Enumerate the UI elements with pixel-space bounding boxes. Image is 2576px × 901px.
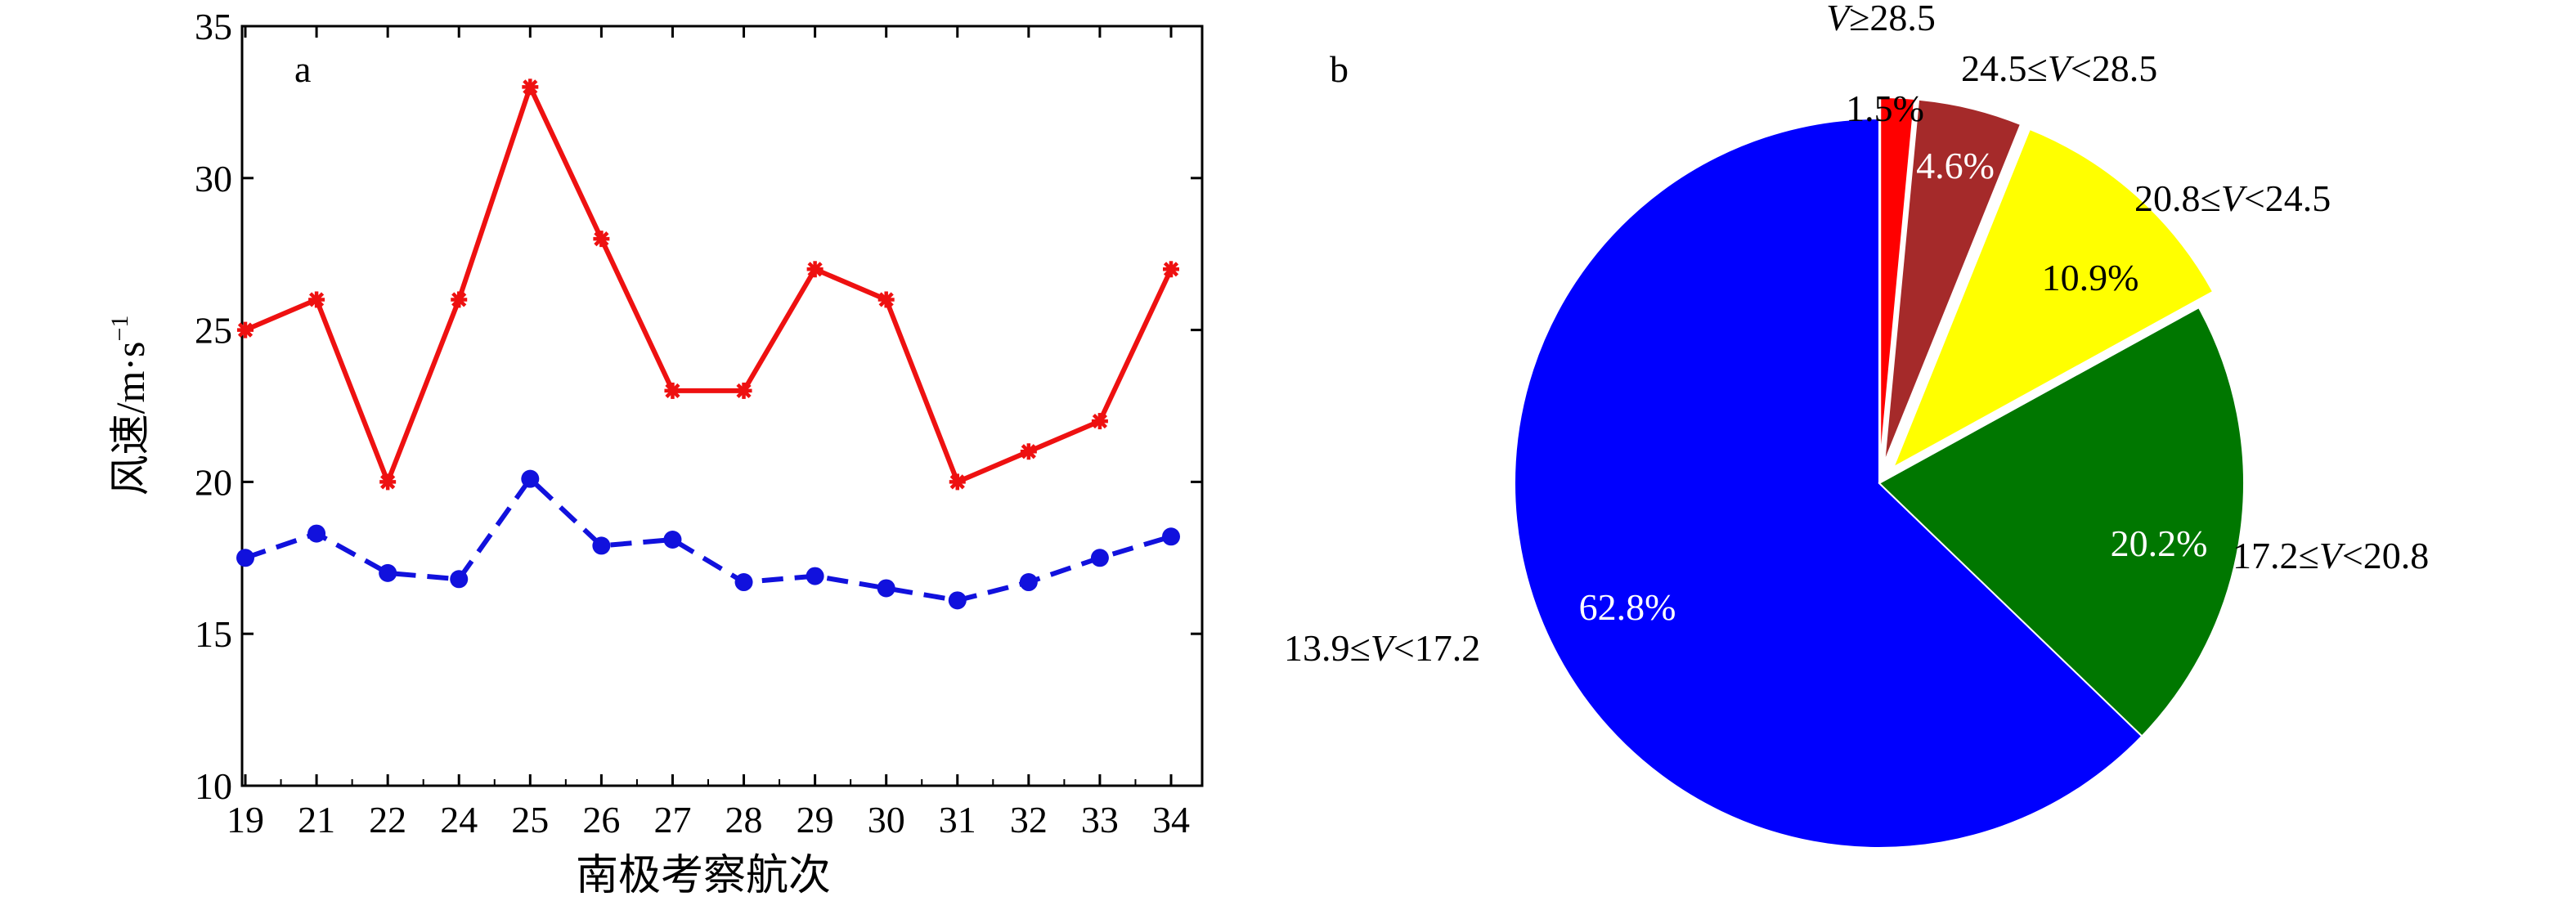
- panel-b-pie-chart: b 62.8% 13.9≤V<17.2 20.2% 17.2≤V<20.8 10.9% 2…: [1284, 0, 2429, 849]
- data-point: [877, 579, 895, 598]
- pie-range-label: 24.5≤V<28.5: [1961, 47, 2157, 89]
- pie-pct-label: 20.2%: [2111, 522, 2208, 564]
- data-point: [735, 382, 752, 399]
- y-tick-label: 35: [195, 6, 232, 47]
- x-tick-label: 19: [227, 799, 264, 840]
- data-point: [1019, 573, 1038, 592]
- pie-slice: [1883, 98, 2022, 464]
- data-point: [1162, 527, 1180, 546]
- data-point: [948, 591, 967, 610]
- x-axis-label: 南极考察航次: [576, 853, 831, 899]
- data-point: [1090, 549, 1109, 567]
- pie-pct-label: 10.9%: [2042, 257, 2139, 298]
- axis-ticks: 19 21 22 24 25 26 27 28 29 30 31 32 33 34 10 15 20 25 30 35: [195, 6, 1202, 840]
- data-point: [593, 231, 610, 248]
- series-2: [236, 469, 1180, 610]
- data-point: [1163, 261, 1179, 278]
- data-point: [664, 382, 681, 399]
- x-tick-label: 26: [582, 799, 620, 840]
- y-axis-label-exponent: −1: [106, 316, 133, 342]
- data-point: [806, 261, 824, 278]
- x-tick-label: 22: [369, 799, 406, 840]
- data-point: [1020, 443, 1037, 460]
- y-tick-label: 20: [195, 461, 232, 503]
- x-tick-label: 27: [653, 799, 691, 840]
- data-point: [379, 473, 397, 491]
- data-point: [451, 291, 468, 308]
- data-point: [734, 573, 753, 592]
- x-tick-label: 32: [1010, 799, 1048, 840]
- pie-slice: [1878, 306, 2245, 737]
- data-point: [877, 291, 895, 308]
- series-layer: [236, 78, 1180, 610]
- series-1: [237, 78, 1179, 491]
- y-tick-label: 10: [195, 765, 232, 807]
- data-point: [450, 570, 469, 589]
- pie-range-label: V≥28.5: [1826, 0, 1936, 38]
- data-point: [1091, 413, 1108, 430]
- data-point: [307, 524, 326, 543]
- x-tick-label: 29: [797, 799, 834, 840]
- pie-pct-label: 62.8%: [1579, 586, 1676, 628]
- data-point: [806, 567, 824, 585]
- pie-range-label: 17.2≤V<20.8: [2233, 535, 2429, 576]
- series-line: [244, 80, 1174, 489]
- panel-label-a: a: [294, 48, 311, 90]
- panel-label-b: b: [1330, 48, 1349, 90]
- pie-pct-label: 4.6%: [1916, 145, 1995, 186]
- data-point: [592, 536, 611, 555]
- x-tick-label: 25: [511, 799, 549, 840]
- pie-range-label: 13.9≤V<17.2: [1284, 627, 1480, 669]
- plot-frame: [240, 25, 1204, 787]
- pie-range-label: 20.8≤V<24.5: [2134, 177, 2331, 219]
- pie-pct-label: 1.5%: [1846, 87, 1924, 129]
- panel-a-line-chart: 19 21 22 24 25 26 27 28 29 30 31 32 33 34 10 15 20 25 30 35…: [106, 6, 1204, 899]
- data-point: [522, 78, 539, 96]
- x-tick-label: 33: [1081, 799, 1119, 840]
- y-axis-label: 风速/m·s−1: [106, 316, 153, 496]
- x-tick-label: 31: [939, 799, 976, 840]
- x-tick-label: 24: [440, 799, 478, 840]
- x-tick-label: 28: [725, 799, 763, 840]
- x-tick-label: 30: [868, 799, 905, 840]
- data-point: [308, 291, 325, 308]
- pie-slice: [1892, 128, 2215, 469]
- pie-labels: 62.8% 13.9≤V<17.2 20.2% 17.2≤V<20.8 10.9% 20.…: [1284, 0, 2429, 669]
- series-line: [245, 475, 1172, 603]
- data-point: [663, 531, 682, 549]
- pie-slice: [1514, 117, 2143, 849]
- x-tick-label: 21: [298, 799, 335, 840]
- y-tick-label: 30: [195, 158, 232, 199]
- y-axis-label-text: 风速/m·s: [107, 342, 153, 496]
- data-point: [379, 563, 397, 582]
- pie-slice: [1879, 96, 1916, 463]
- y-tick-label: 15: [195, 613, 232, 655]
- data-point: [521, 469, 540, 488]
- data-point: [949, 473, 966, 491]
- pie-slices: [1514, 96, 2245, 849]
- y-tick-label: 25: [195, 310, 232, 352]
- data-point: [237, 321, 254, 338]
- x-tick-label: 34: [1152, 799, 1190, 840]
- data-point: [236, 549, 254, 567]
